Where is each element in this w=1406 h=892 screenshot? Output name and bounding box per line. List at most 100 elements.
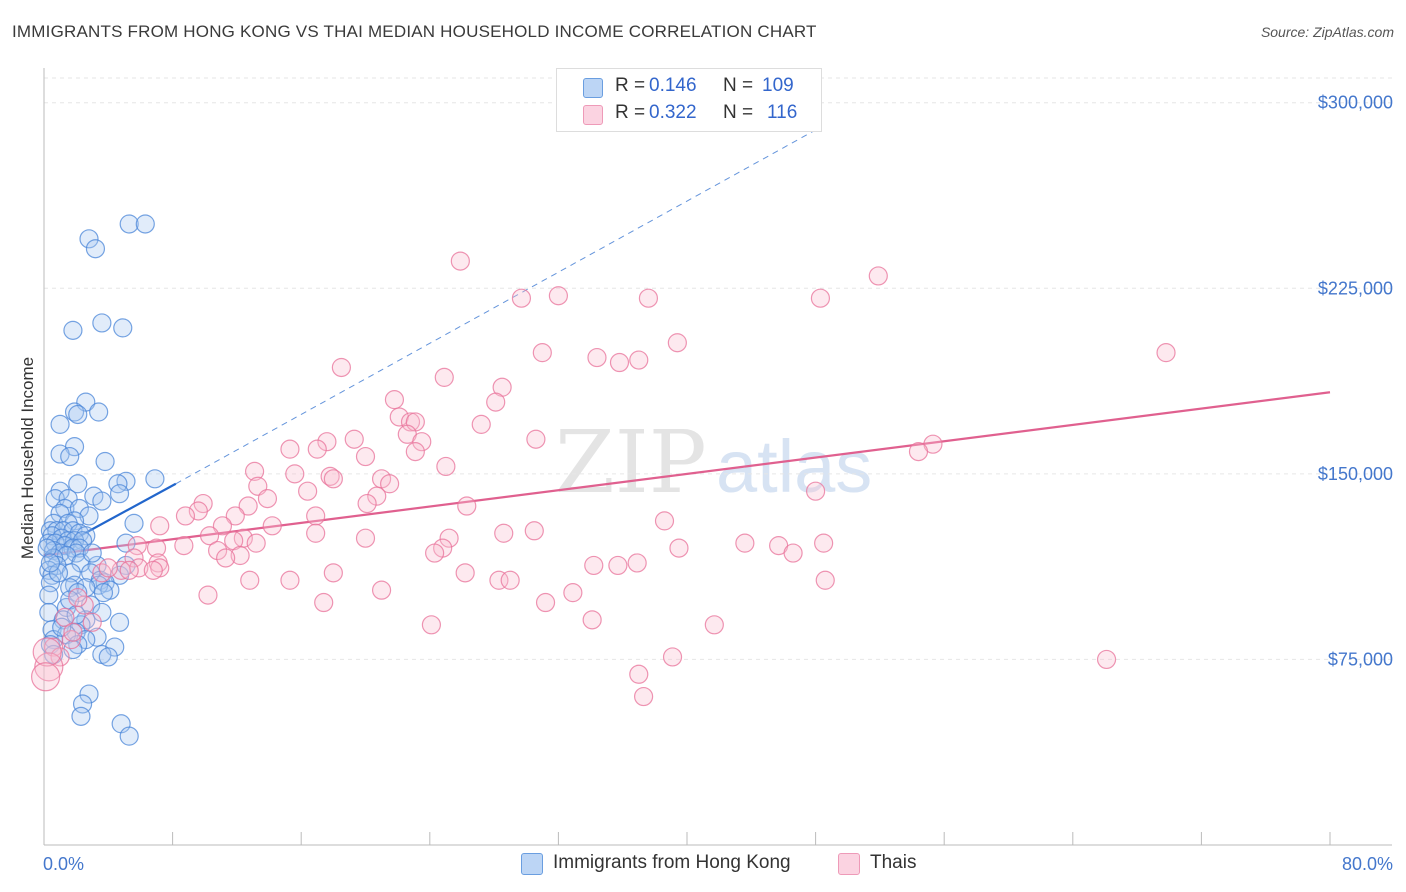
correlation-legend: R = 0.146 N = 109 R = 0.322 N = 116 <box>556 68 822 132</box>
thai-point <box>584 555 604 576</box>
hong-kong-point <box>116 533 136 553</box>
y-tick-label: $75,000 <box>1328 649 1393 669</box>
legend-n-label: N = <box>723 75 754 96</box>
thai-point <box>1096 649 1117 670</box>
legend-n-value: 109 <box>762 75 794 96</box>
thai-point <box>92 563 112 583</box>
thai-point <box>662 647 683 667</box>
hong-kong-point <box>92 602 112 623</box>
thai-point <box>357 493 377 514</box>
hong-kong-point <box>40 573 61 593</box>
hong-kong-point <box>79 506 99 526</box>
thai-point <box>317 432 337 452</box>
data-points <box>31 214 1176 746</box>
x-tick-label: 0.0% <box>43 854 84 874</box>
thai-point <box>367 486 387 506</box>
legend-row-blue: R = 0.146 N = 109 <box>557 75 821 99</box>
hong-kong-point <box>82 543 102 563</box>
thai-point <box>280 439 300 459</box>
hong-kong-point <box>135 214 155 234</box>
hong-kong-point <box>68 583 88 603</box>
thai-point <box>306 506 326 526</box>
thai-point <box>371 580 392 600</box>
thai-point <box>298 481 318 501</box>
hong-kong-point <box>124 513 144 533</box>
watermark: ZIP atlas <box>555 413 872 513</box>
thai-point <box>587 347 607 368</box>
source-label: Source: ZipAtlas.com <box>1260 24 1394 40</box>
thai-point <box>814 533 834 553</box>
thai-point <box>425 543 445 563</box>
thai-point <box>667 333 687 353</box>
y-tick-label: $225,000 <box>1318 278 1393 298</box>
hong-kong-point <box>95 451 115 472</box>
legend-r-value: 0.146 <box>649 75 697 96</box>
axes <box>43 68 1392 846</box>
thai-point <box>669 538 689 558</box>
thai-point <box>810 288 831 308</box>
hong-kong-point <box>109 612 130 632</box>
y-tick-label: $300,000 <box>1318 93 1393 113</box>
hong-kong-point <box>69 498 89 519</box>
hong-kong-point <box>93 583 114 603</box>
hong-kong-point <box>92 313 112 333</box>
thai-point <box>344 429 364 449</box>
thai-point <box>32 637 62 667</box>
legend-swatch-pink <box>838 853 860 875</box>
thai-point <box>384 390 405 410</box>
thai-trendline <box>43 391 1331 557</box>
thai-point <box>285 464 305 484</box>
thai-point <box>280 570 300 590</box>
thai-point <box>355 446 376 467</box>
hong-kong-point <box>108 474 128 494</box>
thai-point <box>783 543 803 563</box>
hong-kong-point <box>68 404 88 425</box>
thai-point <box>609 352 630 373</box>
thai-point <box>412 432 432 452</box>
legend-n-label: N = <box>723 102 754 123</box>
thai-point <box>535 592 556 613</box>
chart-title: IMMIGRANTS FROM HONG KONG VS THAI MEDIAN… <box>12 22 817 41</box>
thai-point <box>494 523 514 543</box>
legend-label-thais: Thais <box>870 852 917 873</box>
thai-point <box>198 585 218 605</box>
legend-r-value: 0.322 <box>649 102 697 123</box>
watermark-zip: ZIP <box>555 413 707 513</box>
hong-kong-point <box>60 446 80 467</box>
thai-point <box>532 343 552 363</box>
legend-swatch-blue <box>521 853 543 875</box>
thai-point <box>238 496 258 516</box>
thai-point <box>805 481 826 501</box>
hong-kong-point <box>50 414 70 434</box>
thai-point <box>82 612 102 632</box>
thai-point <box>439 528 459 548</box>
thai-point <box>815 570 835 590</box>
hong-kong-point <box>89 402 109 422</box>
thai-point <box>98 558 118 578</box>
thai-point <box>654 511 675 531</box>
thai-point <box>548 286 569 306</box>
thai-point <box>306 523 326 543</box>
thai-point <box>868 266 888 286</box>
thai-point <box>314 592 334 613</box>
y-tick-label: $150,000 <box>1318 464 1393 484</box>
legend-swatch-blue <box>583 78 603 98</box>
thai-point <box>455 563 475 583</box>
legend-label-hong-kong: Immigrants from Hong Kong <box>553 852 791 873</box>
thai-point <box>582 610 602 630</box>
thai-point <box>320 466 340 486</box>
hong-kong-point <box>145 469 165 489</box>
legend-row-pink: R = 0.322 N = 116 <box>557 102 821 126</box>
thai-point <box>240 570 260 590</box>
thai-point <box>146 538 167 558</box>
hong-kong-point <box>72 694 93 714</box>
thai-point <box>524 521 544 541</box>
thai-point <box>323 469 343 489</box>
hong-kong-point <box>109 484 130 504</box>
thai-point <box>627 553 647 573</box>
thai-point <box>68 587 88 608</box>
thai-point <box>257 489 278 509</box>
thai-point <box>421 615 442 635</box>
hong-kong-point <box>119 726 139 746</box>
